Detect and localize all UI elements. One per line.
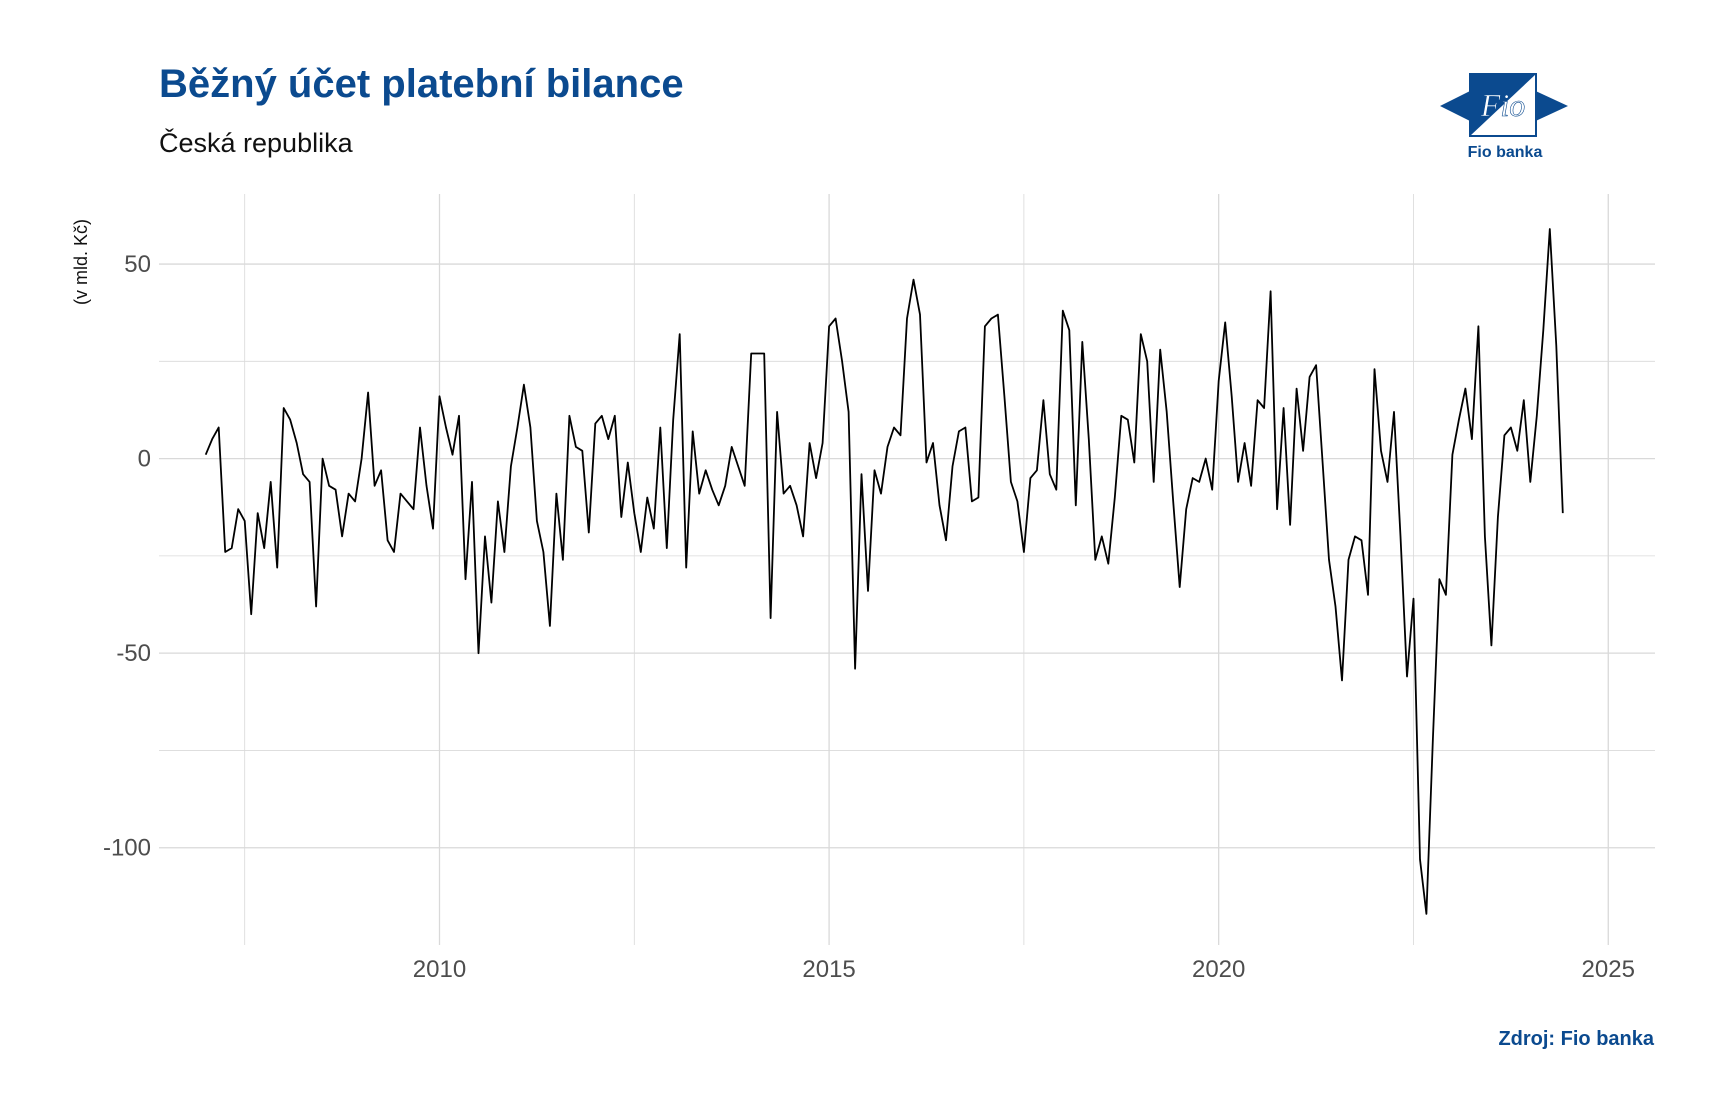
x-tick-label: 2025	[1582, 956, 1635, 983]
y-tick-label: 0	[138, 446, 151, 473]
y-tick-label: -50	[116, 640, 151, 667]
x-axis-tick-labels: 2010 2015 2020 2025	[413, 956, 1635, 983]
source-note: Zdroj: Fio banka	[1498, 1028, 1654, 1050]
minor-gridlines	[159, 194, 1655, 945]
logo-flag-fill	[1470, 74, 1536, 136]
chart-subtitle: Česká republika	[159, 128, 353, 158]
y-axis-label: (v mld. Kč)	[71, 219, 91, 305]
line-chart: 50 0 -50 -100 2010 2015 2020 2025 (v mld. Kč)	[71, 194, 1655, 983]
x-tick-label: 2010	[413, 956, 466, 983]
fio-banka-logo-icon: Fio	[1440, 73, 1568, 137]
series-line-current-account	[204, 228, 1564, 915]
y-axis-tick-labels: 50 0 -50 -100	[103, 251, 151, 862]
major-gridlines	[159, 194, 1655, 945]
y-tick-label: -100	[103, 835, 151, 862]
x-tick-label: 2015	[802, 956, 855, 983]
logo-mark-text: Fio	[1480, 87, 1525, 123]
y-tick-label: 50	[124, 251, 151, 278]
chart-title: Běžný účet platební bilance	[159, 62, 684, 106]
logo-caption: Fio banka	[1467, 144, 1543, 161]
x-tick-label: 2020	[1192, 956, 1245, 983]
